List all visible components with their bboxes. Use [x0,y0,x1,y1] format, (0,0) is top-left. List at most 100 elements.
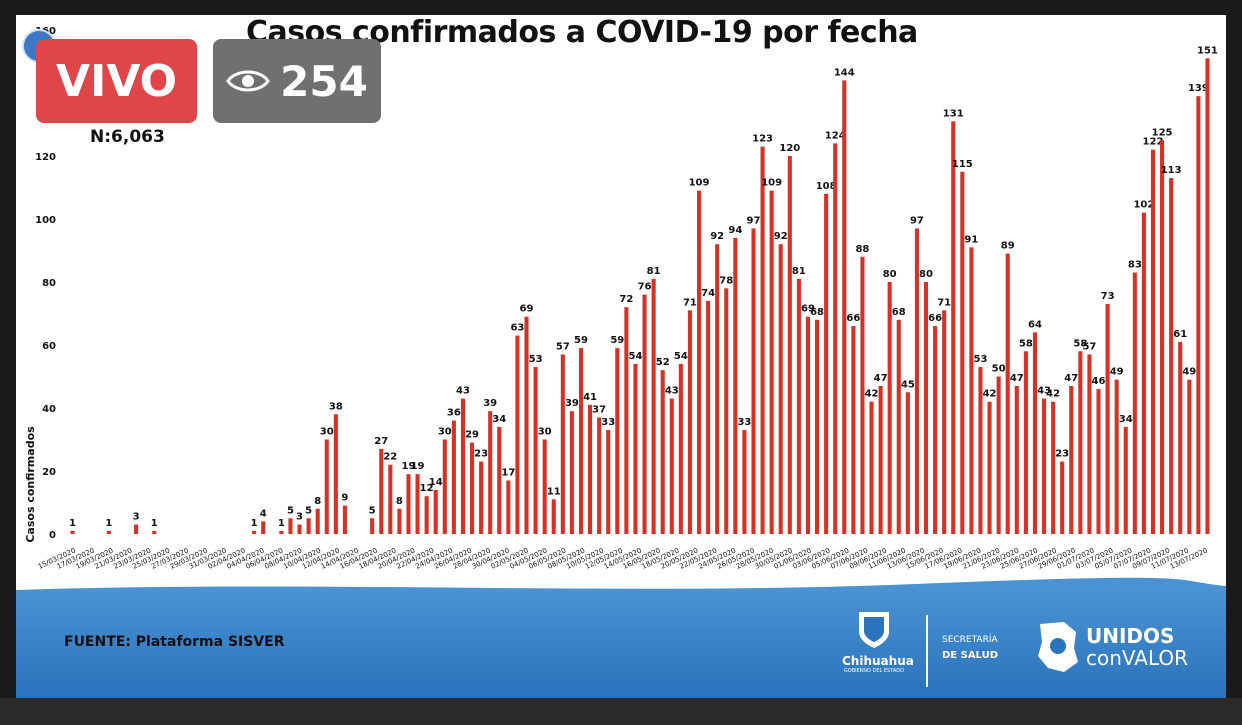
bar [860,256,865,534]
bar [1150,149,1156,534]
total-count-label: N:6,063 [90,127,165,147]
bar-value-label: 29 [465,430,479,441]
bar [833,143,838,534]
bar [324,439,329,534]
bar-value-label: 124 [825,130,846,141]
bar-value-label: 125 [1152,127,1173,138]
bar-value-label: 97 [910,215,924,226]
bar-value-label: 46 [1092,376,1106,387]
bar-value-label: 120 [779,143,800,154]
bar [878,385,883,534]
bar [678,363,683,534]
bar [824,193,829,535]
bar-value-label: 33 [601,417,615,428]
bar [669,398,674,534]
bar-value-label: 19 [411,461,425,472]
bar-value-label: 71 [683,297,697,308]
bar [1069,385,1074,534]
bar [397,508,402,534]
unidos-con-valor-logo: UNIDOS conVALOR [1034,618,1188,676]
y-tick-label: 40 [42,404,56,415]
bar [1051,401,1056,534]
bar [606,430,611,534]
bar-value-label: 113 [1161,165,1182,176]
bar-value-label: 4 [260,508,267,519]
y-tick-label: 60 [42,341,56,352]
bar-value-label: 1 [105,518,112,529]
bar [533,367,538,534]
bar-value-label: 69 [520,304,534,315]
bar-value-label: 30 [538,427,552,438]
bar [978,367,983,534]
bar [297,524,302,534]
y-tick-label: 20 [42,467,56,478]
bar-value-label: 108 [816,181,837,192]
bar [778,244,783,534]
secretaria-salud-logo: SECRETARÍA DE SALUD [942,632,998,664]
bar-value-label: 43 [456,386,470,397]
bar-value-label: 69 [801,304,815,315]
bar [370,518,375,534]
bar-value-label: 49 [1182,367,1196,378]
bar [706,300,711,534]
bar-value-label: 151 [1197,45,1218,56]
bar [252,530,257,534]
bar [624,307,629,534]
bar [1014,385,1019,534]
bar-value-label: 22 [383,452,397,463]
bar-value-label: 3 [133,512,140,523]
bar [1005,253,1010,534]
con-valor-text: conVALOR [1086,646,1189,670]
bar [433,489,438,534]
bar-value-label: 23 [474,449,488,460]
bar [134,524,139,534]
bar-value-label: 1 [251,518,258,529]
bar-value-label: 63 [510,323,524,334]
coat-of-arms-icon [859,612,889,648]
bar [1096,389,1101,534]
bar-value-label: 109 [689,178,710,189]
bar-value-label: 109 [761,178,782,189]
bar-value-label: 115 [952,159,973,170]
bar-value-label: 73 [1101,291,1115,302]
bar-value-label: 76 [638,282,652,293]
bar-value-label: 66 [846,313,860,324]
footer-wave [16,577,1226,596]
bar [1023,351,1028,534]
bar [851,326,856,534]
bar [152,530,157,534]
bar-value-label: 139 [1188,83,1209,94]
bar-value-label: 3 [296,512,303,523]
bar [506,480,511,534]
bar [1078,351,1083,534]
bar [742,430,747,534]
bar [1205,58,1210,534]
secretaria-line-1: SECRETARÍA [942,635,998,645]
chihuahua-logo: Chihuahua GOBIERNO DEL ESTADO [842,608,914,674]
live-badge: VIVO [36,39,197,123]
bar-value-label: 12 [420,483,434,494]
bar [796,278,801,534]
bar [969,247,974,534]
bar-value-label: 78 [719,275,733,286]
source-label: FUENTE: Plataforma SISVER [64,634,285,650]
bar [923,282,929,534]
bar-value-label: 53 [974,354,988,365]
chart-frame: Casos confirmados a COVID-19 por fecha N… [16,15,1226,698]
bar-value-label: 1 [151,518,158,529]
bar [551,499,556,534]
unidos-text: UNIDOS [1086,624,1175,648]
view-count: 254 [280,56,368,106]
bar [288,518,293,534]
bar [996,376,1001,534]
bar-value-label: 102 [1133,200,1154,211]
bar-value-label: 123 [752,134,773,145]
bar [1060,461,1065,534]
bar-value-label: 83 [1128,260,1142,271]
bar-value-label: 71 [937,297,951,308]
bar [1178,341,1183,534]
bar-value-label: 30 [320,427,334,438]
bar-value-label: 19 [402,461,416,472]
bar [615,348,620,534]
bar [1123,426,1128,534]
